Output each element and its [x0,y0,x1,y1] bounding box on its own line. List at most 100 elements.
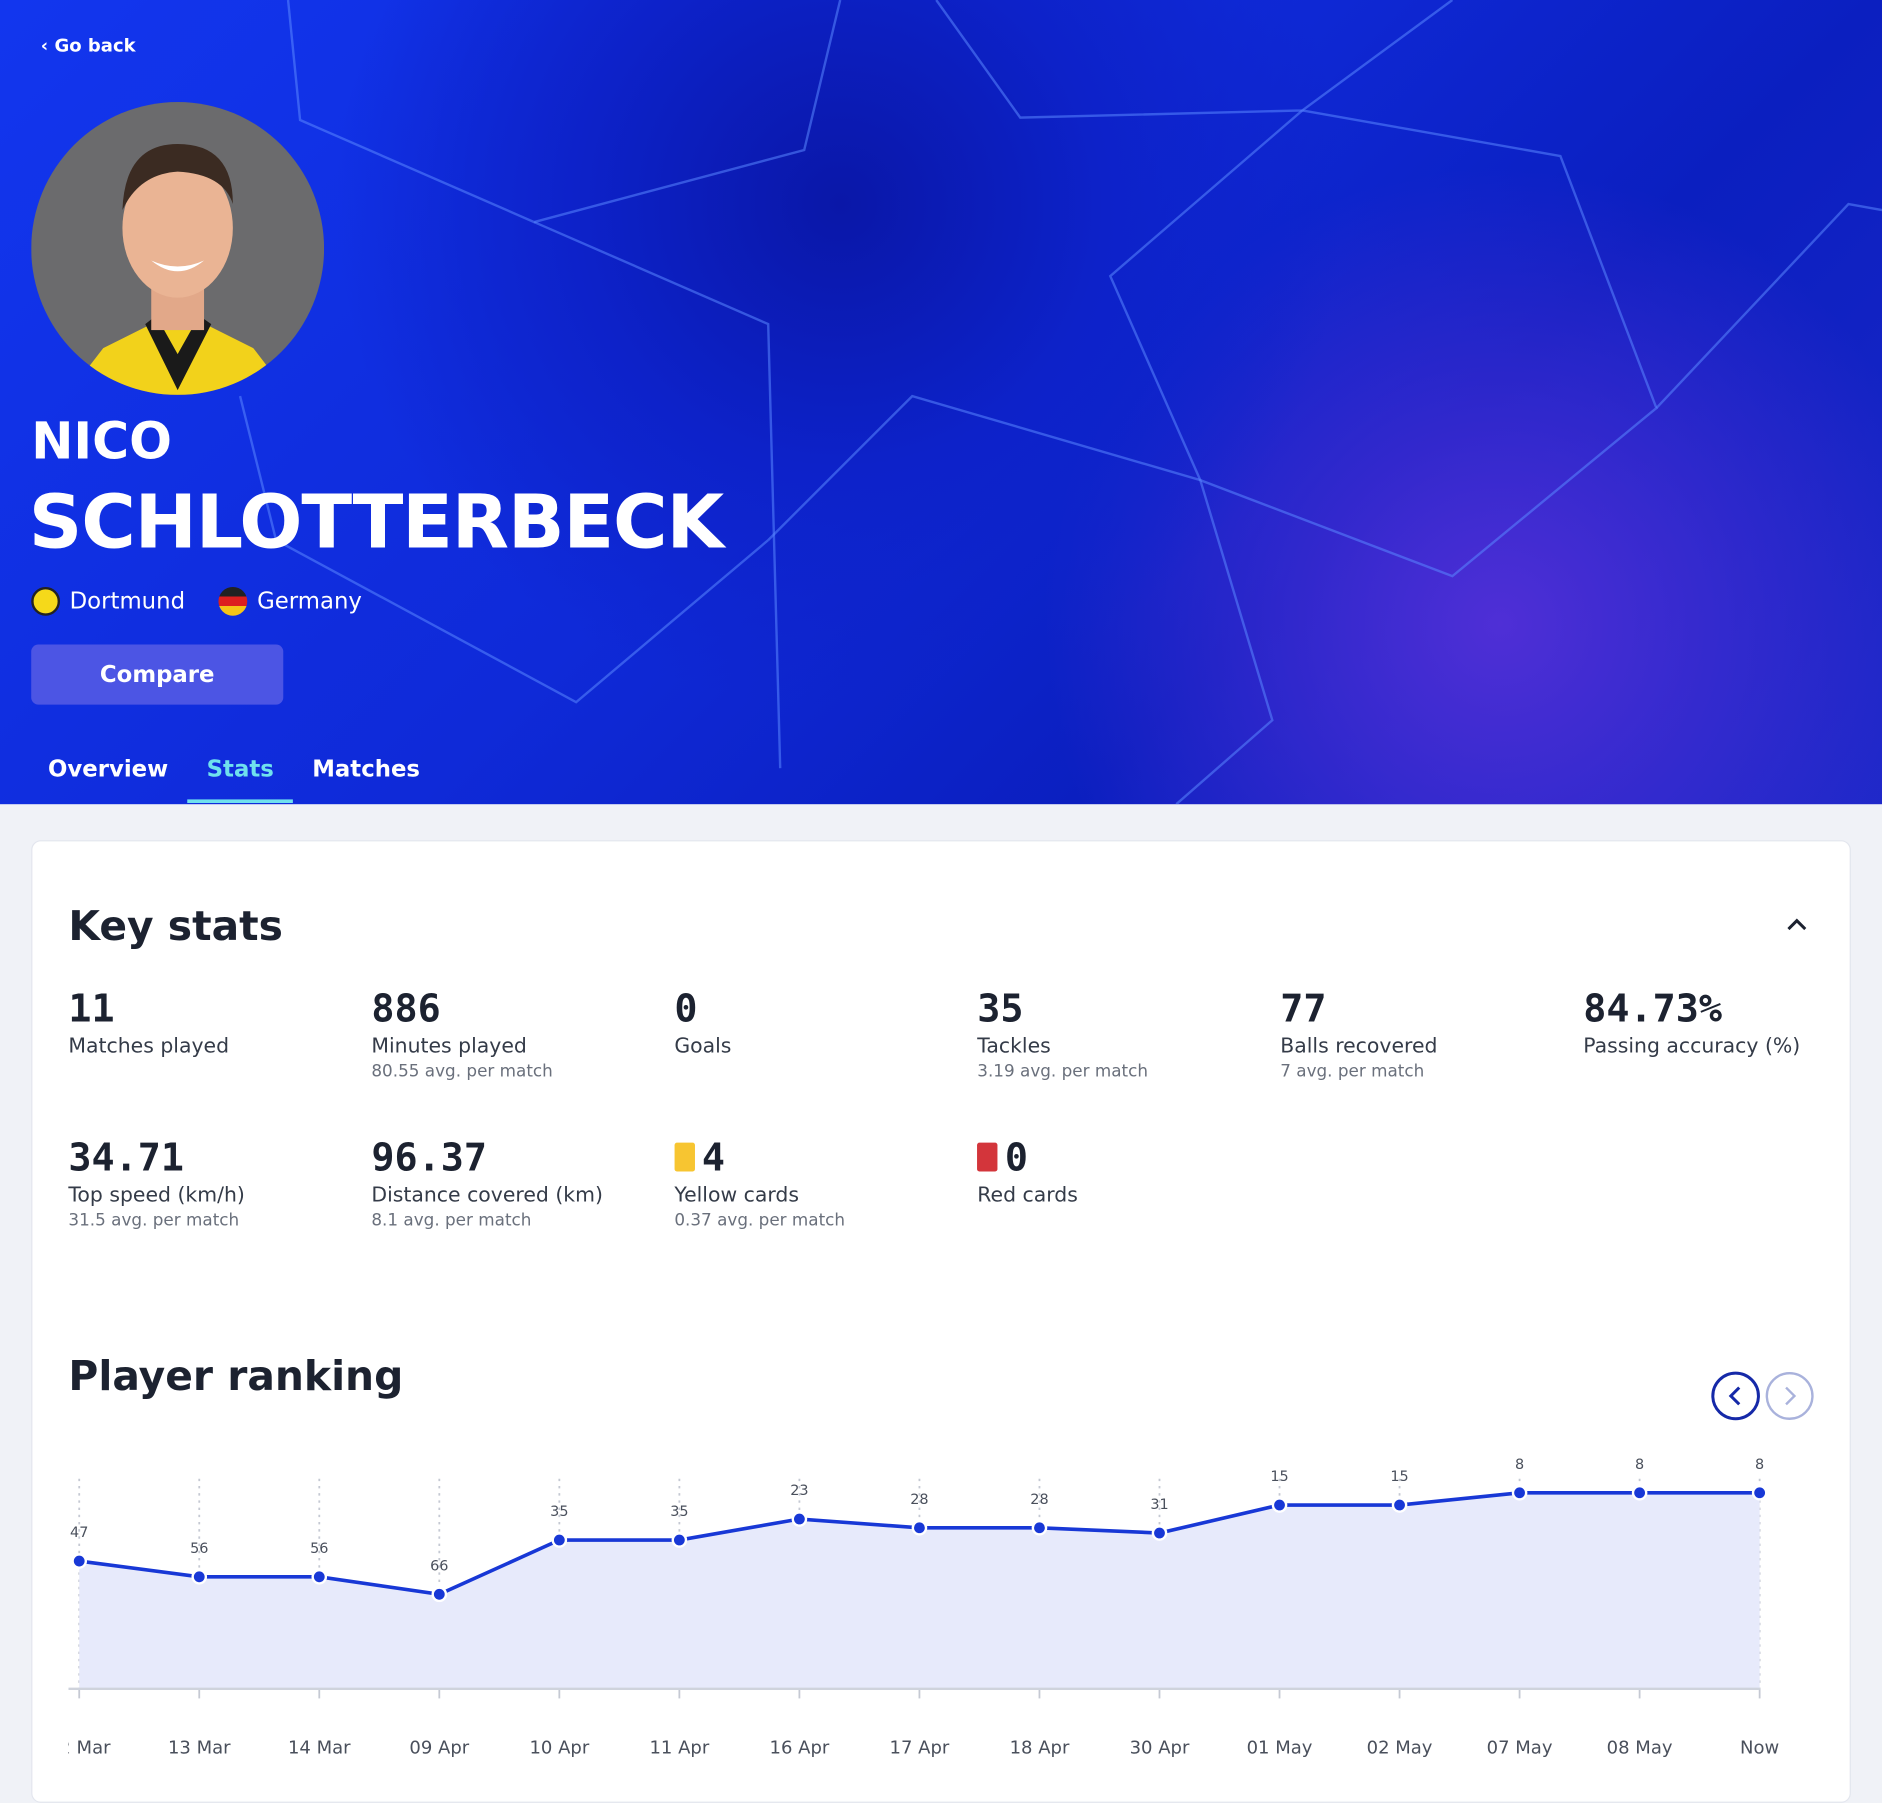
stat-item: 11 Matches played [68,984,356,1058]
data-label: 66 [430,1558,448,1574]
chevron-icon: ‹ [40,34,55,57]
stat-item: 0 Goals [674,984,962,1058]
point [911,1519,928,1536]
data-label: 28 [1030,1492,1048,1508]
country-name: Germany [257,588,362,615]
x-tick-label: 09 Apr [409,1738,469,1759]
x-tick-label: 07 May [1487,1738,1553,1759]
go-back-link[interactable]: ‹ Go back [41,35,136,57]
data-label: 56 [190,1541,208,1557]
point [1751,1484,1768,1501]
data-label: 8 [1635,1457,1644,1473]
stat-item: 886 Minutes played 80.55 avg. per match [371,984,659,1081]
stat-label: Tackles [977,1034,1051,1059]
x-tick-label: 12 Mar [68,1738,111,1759]
data-label: 15 [1390,1469,1408,1485]
club-name: Dortmund [69,588,186,615]
point [791,1511,808,1527]
point [311,1568,328,1585]
stat-item: 77 Balls recovered 7 avg. per match [1280,984,1568,1081]
stat-sub: 31.5 avg. per match [68,1211,240,1231]
stat-label: Matches played [68,1034,230,1059]
stat-value-row: 0 [977,1133,1265,1181]
x-tick-label: 10 Apr [529,1738,589,1759]
data-label: 28 [910,1492,928,1508]
x-tick-label: 01 May [1247,1738,1313,1759]
data-label: 56 [310,1541,328,1557]
data-label: 35 [550,1504,568,1520]
point [1631,1484,1648,1501]
stat-value-row: 11 [68,984,356,1032]
stat-label: Yellow cards [674,1183,799,1208]
player-meta: Dortmund Germany [31,586,362,616]
stat-value: 0 [1004,1134,1029,1180]
next-button[interactable] [1765,1371,1814,1420]
x-tick-label: 18 Apr [1010,1738,1070,1759]
stat-item: 35 Tackles 3.19 avg. per match [977,984,1265,1081]
stat-item: 84.73% Passing accuracy (%) [1583,984,1871,1058]
stat-label: Minutes played [371,1034,527,1059]
stat-value-row: 96.37 [371,1133,659,1181]
x-tick-label: Now [1740,1738,1779,1759]
stat-value-row: 34.71 [68,1133,356,1181]
stat-sub: 8.1 avg. per match [371,1211,532,1231]
stat-value-row: 0 [674,984,962,1032]
prev-button[interactable] [1711,1371,1760,1421]
tab[interactable]: Stats [187,756,294,804]
compare-button[interactable]: Compare [31,644,284,705]
stat-item: 96.37 Distance covered (km) 8.1 avg. per m… [371,1133,659,1230]
x-tick-label: 08 May [1607,1738,1673,1759]
stat-value-row: 886 [371,984,659,1032]
stat-label: Goals [674,1034,732,1059]
x-tick-label: 02 May [1367,1738,1433,1759]
data-label: 35 [670,1504,688,1520]
x-tick-label: 11 Apr [649,1738,709,1759]
collapse-button[interactable] [1784,915,1810,934]
chart-nav [1711,1371,1814,1421]
point [1391,1497,1408,1513]
point [1151,1525,1168,1541]
x-tick-label: 14 Mar [288,1738,351,1759]
last-name: SCHLOTTERBECK [28,477,724,566]
point [551,1532,568,1548]
stat-sub: 80.55 avg. per match [371,1062,553,1082]
point [191,1568,208,1585]
point [431,1586,448,1603]
country-flag [218,586,248,616]
tab-bar: Overview Stats Matches [29,756,439,804]
stat-item: 34.71 Top speed (km/h) 31.5 avg. per match [68,1133,356,1230]
stat-sub: 0.37 avg. per match [674,1211,846,1231]
point [671,1532,688,1548]
point [1511,1484,1528,1501]
card-icon [674,1142,695,1172]
stat-value: 11 [68,985,115,1032]
stat-value: 84.73% [1583,985,1722,1032]
stat-value: 886 [371,985,441,1032]
stat-value: 4 [701,1134,726,1180]
stat-label: Passing accuracy (%) [1583,1034,1801,1059]
stat-label: Balls recovered [1280,1034,1438,1059]
stat-label: Red cards [977,1183,1078,1208]
stat-sub: 7 avg. per match [1280,1062,1425,1082]
data-label: 47 [70,1525,88,1541]
stat-item: 0 Red cards [977,1133,1265,1208]
stat-value-row: 77 [1280,984,1568,1032]
stat-value-row: 4 [674,1133,962,1181]
stat-value: 96.37 [371,1134,487,1180]
x-tick-label: 16 Apr [770,1738,830,1759]
player-photo [31,102,325,395]
area [79,1492,1760,1689]
stat-value: 0 [674,985,698,1032]
tab[interactable]: Overview [48,756,169,783]
x-tick-label: 30 Apr [1130,1738,1190,1759]
go-back-text: Go back [54,34,136,57]
point [1271,1497,1288,1513]
stat-value: 34.71 [68,1134,185,1180]
point [1031,1519,1048,1536]
point [71,1553,88,1569]
tab[interactable]: Matches [312,756,421,783]
stat-value: 77 [1280,985,1327,1032]
stat-value: 35 [977,985,1024,1032]
